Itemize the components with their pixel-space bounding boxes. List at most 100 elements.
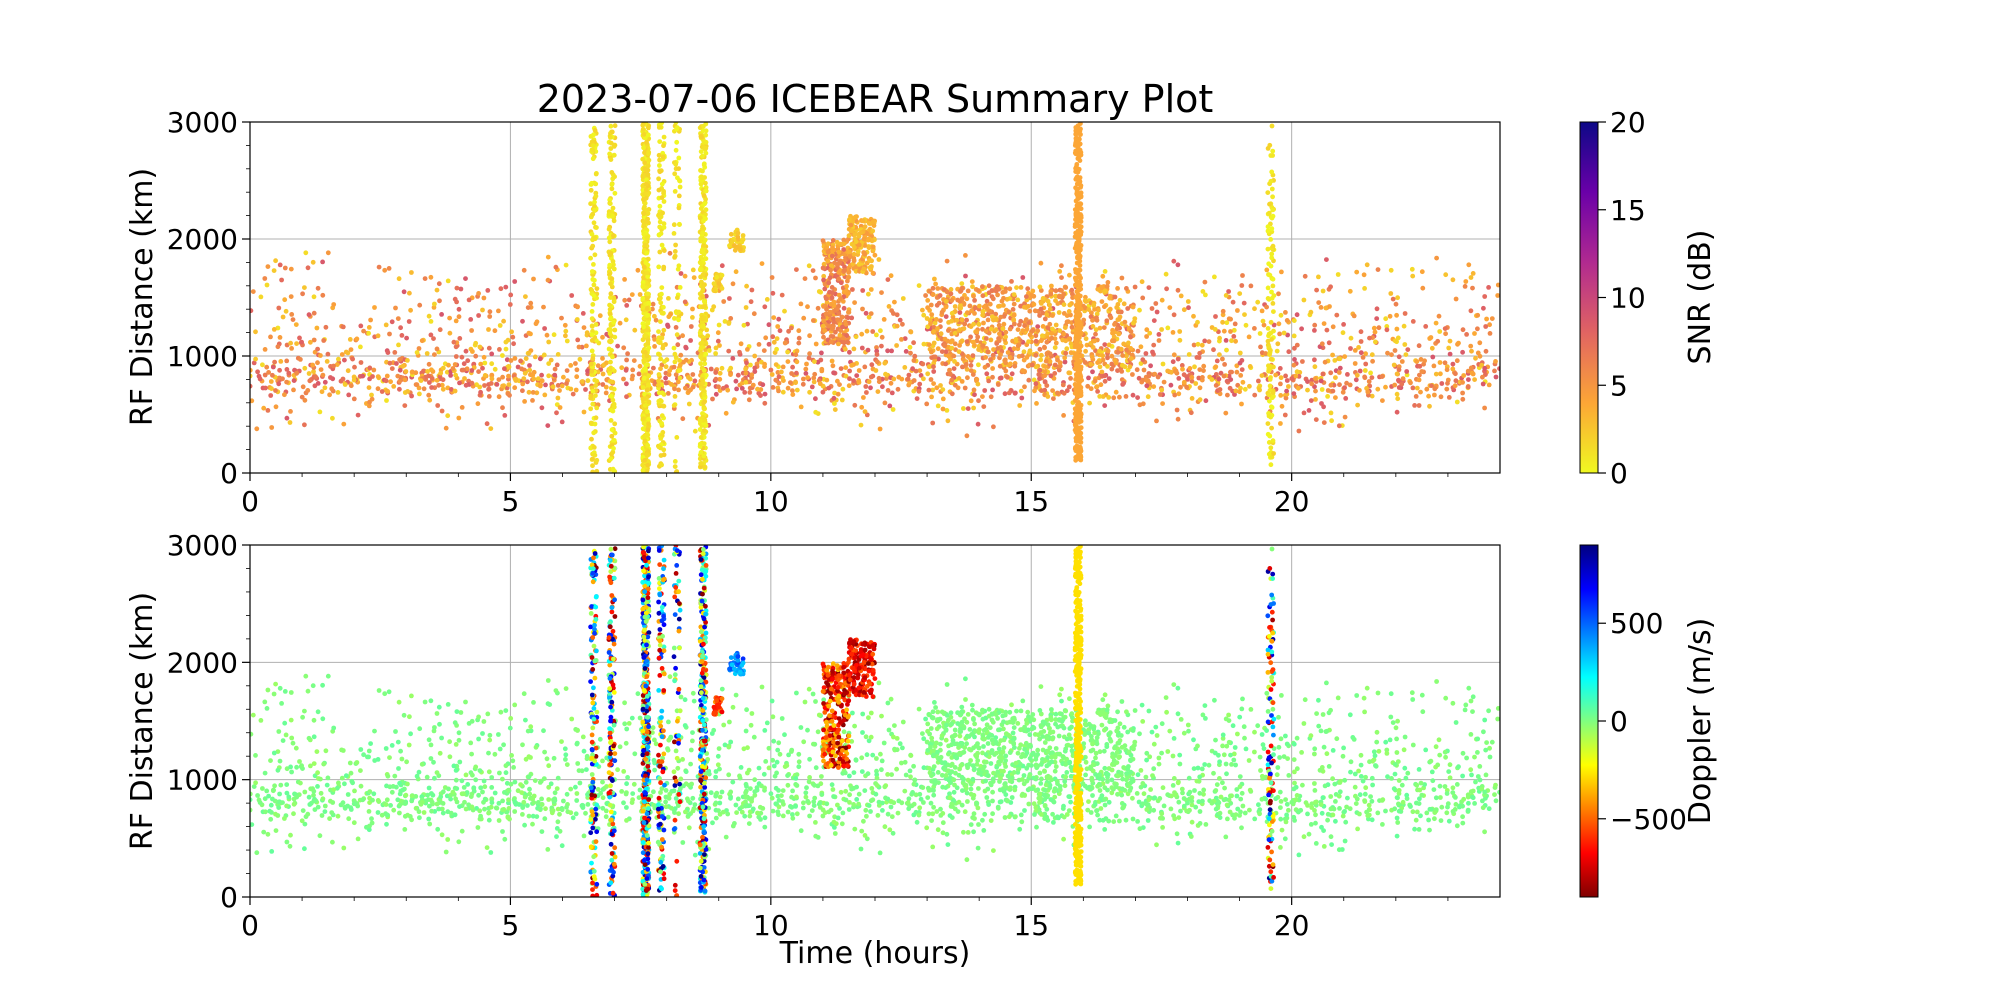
data-point [907,344,913,350]
data-point [976,398,981,404]
data-point [429,367,434,373]
data-point [644,219,649,225]
data-point [1321,321,1327,326]
data-point [831,370,836,376]
data-point [1160,401,1165,406]
data-point [436,281,442,287]
data-point [934,385,940,391]
data-point [585,378,591,384]
data-point [1278,421,1283,426]
data-point [1174,407,1180,413]
data-point [1285,332,1290,338]
data-point [711,288,717,293]
data-point [1100,353,1106,359]
data-point [589,316,595,321]
data-point [306,371,312,376]
data-point [711,304,717,310]
data-point [522,370,528,376]
data-point [1038,301,1044,306]
data-point [1085,383,1091,389]
data-point [286,370,292,376]
data-point [789,325,794,331]
data-point [917,381,923,387]
data-point [1259,308,1265,314]
data-point [428,274,434,280]
data-point [1408,380,1413,386]
data-point [752,365,758,371]
data-point [1038,338,1044,344]
data-point [646,416,651,422]
data-point [1040,324,1046,329]
data-point [699,266,704,272]
data-point [496,377,502,382]
data-point [453,318,459,324]
data-point [1388,291,1394,296]
data-point [858,422,864,428]
data-point [1450,366,1456,372]
data-point [1284,388,1289,394]
data-point [856,262,862,267]
data-point [1319,341,1325,347]
data-point [1170,359,1176,365]
data-point [1358,350,1364,356]
data-point [265,408,271,413]
data-point [645,462,651,468]
data-point [552,372,558,378]
data-point [939,349,945,354]
data-point [590,302,596,307]
data-point [728,231,734,237]
data-point [1082,360,1088,365]
data-point [943,304,949,310]
data-point [1328,284,1333,290]
data-point [640,467,646,473]
data-point [1116,317,1122,322]
data-point [1233,388,1239,394]
data-point [300,384,306,390]
data-point [1460,380,1465,385]
data-point [863,384,869,389]
data-point [1220,308,1226,314]
data-point [1052,371,1058,376]
data-point [488,381,494,386]
data-point [1019,395,1025,401]
data-point [980,284,985,290]
data-point [870,244,876,250]
data-point [1062,355,1068,361]
data-point [986,283,992,289]
data-point [748,299,754,305]
data-point [641,434,647,439]
data-point [354,336,360,342]
data-point [823,296,829,302]
data-point [1394,326,1400,332]
data-point [945,418,951,424]
data-point [972,342,977,348]
data-point [1178,384,1183,390]
data-point [700,168,705,174]
data-point [988,326,994,332]
data-point [1379,374,1385,379]
data-point [617,320,623,326]
data-point [964,433,970,439]
data-point [1020,328,1026,334]
data-point [672,255,677,260]
data-point [719,286,725,291]
data-point [1176,391,1182,397]
data-point [1446,345,1452,351]
data-point [697,418,703,424]
data-point [1098,382,1104,388]
data-point [889,348,894,354]
data-point [1053,340,1059,346]
data-point [532,354,538,360]
data-point [609,170,615,175]
data-point [1450,361,1456,367]
data-point [409,393,414,399]
data-point [588,255,593,261]
data-point [683,385,688,391]
data-point [851,346,857,352]
data-point [574,317,580,322]
data-point [1165,325,1171,331]
data-point [1416,403,1422,408]
data-point [525,305,531,310]
data-point [1090,338,1096,344]
data-point [445,413,451,419]
